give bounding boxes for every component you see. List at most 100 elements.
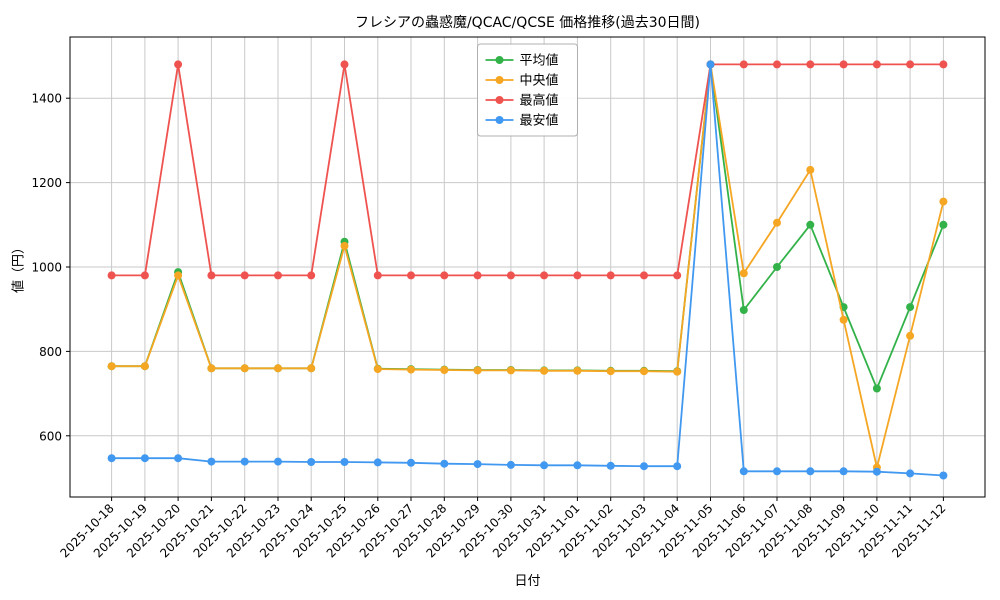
data-point (473, 366, 482, 375)
data-point (307, 271, 316, 280)
data-point (673, 271, 682, 280)
data-point (274, 364, 282, 373)
data-point (440, 271, 449, 280)
data-point (606, 271, 615, 280)
data-point (872, 467, 881, 476)
legend-label: 最安値 (520, 113, 559, 129)
data-point (373, 365, 382, 374)
x-axis: 2025-10-182025-10-192025-10-202025-10-21… (58, 497, 949, 560)
data-point (307, 458, 316, 466)
legend-sample-marker (495, 76, 504, 84)
data-point (673, 367, 682, 376)
data-point (739, 60, 748, 69)
data-point (107, 271, 116, 280)
data-point (939, 197, 948, 206)
data-point (240, 271, 249, 280)
data-point (440, 366, 449, 374)
data-point (640, 462, 648, 471)
data-point (274, 271, 282, 280)
data-point (174, 271, 183, 280)
data-point (107, 454, 116, 463)
data-point (240, 364, 249, 373)
data-point (806, 467, 815, 476)
legend-sample-marker (495, 96, 504, 104)
data-point (207, 271, 216, 280)
data-point (207, 457, 216, 466)
data-point (140, 271, 149, 280)
data-point (307, 364, 316, 373)
data-point (407, 271, 415, 280)
data-point (773, 467, 781, 476)
data-point (872, 384, 881, 393)
y-axis: 600 800 1000 1200 1400 (31, 92, 70, 443)
legend-sample-marker (495, 56, 504, 64)
y-tick-label: 1200 (31, 176, 62, 190)
data-point (906, 469, 915, 478)
data-point (540, 461, 549, 470)
data-point (640, 271, 648, 280)
data-point (373, 271, 382, 280)
grid (70, 37, 985, 497)
data-point (806, 220, 815, 229)
data-point (573, 461, 582, 470)
legend-sample-marker (495, 116, 504, 124)
data-point (640, 367, 648, 376)
data-point (506, 460, 515, 469)
data-point (906, 331, 915, 340)
y-tick-label: 800 (39, 345, 62, 359)
data-point (174, 454, 183, 463)
data-point (739, 269, 748, 278)
data-point (540, 366, 549, 375)
data-point (706, 60, 715, 69)
data-point (906, 303, 915, 312)
data-point (140, 454, 149, 463)
y-tick-label: 1400 (31, 92, 62, 106)
data-point (506, 271, 515, 280)
series-line (111, 63, 944, 477)
chart-title: フレシアの蟲惑魔/QCAC/QCSE 価格推移(過去30日間) (354, 15, 701, 31)
series-line (111, 63, 944, 277)
data-point (606, 367, 615, 376)
data-point (839, 315, 848, 324)
data-point (407, 365, 415, 374)
data-point (573, 366, 582, 375)
series-min (107, 60, 948, 480)
data-point (939, 60, 948, 69)
data-point (540, 271, 549, 280)
data-point (806, 165, 815, 174)
data-point (739, 306, 748, 314)
data-point (473, 460, 482, 469)
data-point (906, 60, 915, 69)
data-point (773, 263, 781, 271)
data-point (839, 60, 848, 69)
data-point (872, 60, 881, 69)
data-point (207, 364, 216, 373)
data-point (773, 218, 781, 227)
data-point (274, 457, 282, 466)
data-point (340, 458, 349, 466)
data-point (939, 220, 948, 229)
data-point (340, 60, 349, 69)
legend-label: 平均値 (520, 53, 559, 69)
data-point (140, 362, 149, 371)
legend-label: 最高値 (520, 93, 559, 109)
data-point (806, 60, 815, 69)
legend-box (477, 43, 578, 137)
data-point (773, 60, 781, 69)
data-point (939, 471, 948, 480)
data-point (606, 461, 615, 470)
data-point (107, 362, 116, 371)
data-point (407, 458, 415, 467)
series-max (107, 60, 948, 280)
data-point (174, 60, 183, 69)
data-point (673, 462, 682, 471)
x-axis-label: 日付 (514, 574, 541, 589)
legend-item-min: 最安値 (485, 113, 559, 129)
data-point (839, 467, 848, 476)
data-point (473, 271, 482, 280)
y-tick-label: 1000 (31, 261, 62, 275)
